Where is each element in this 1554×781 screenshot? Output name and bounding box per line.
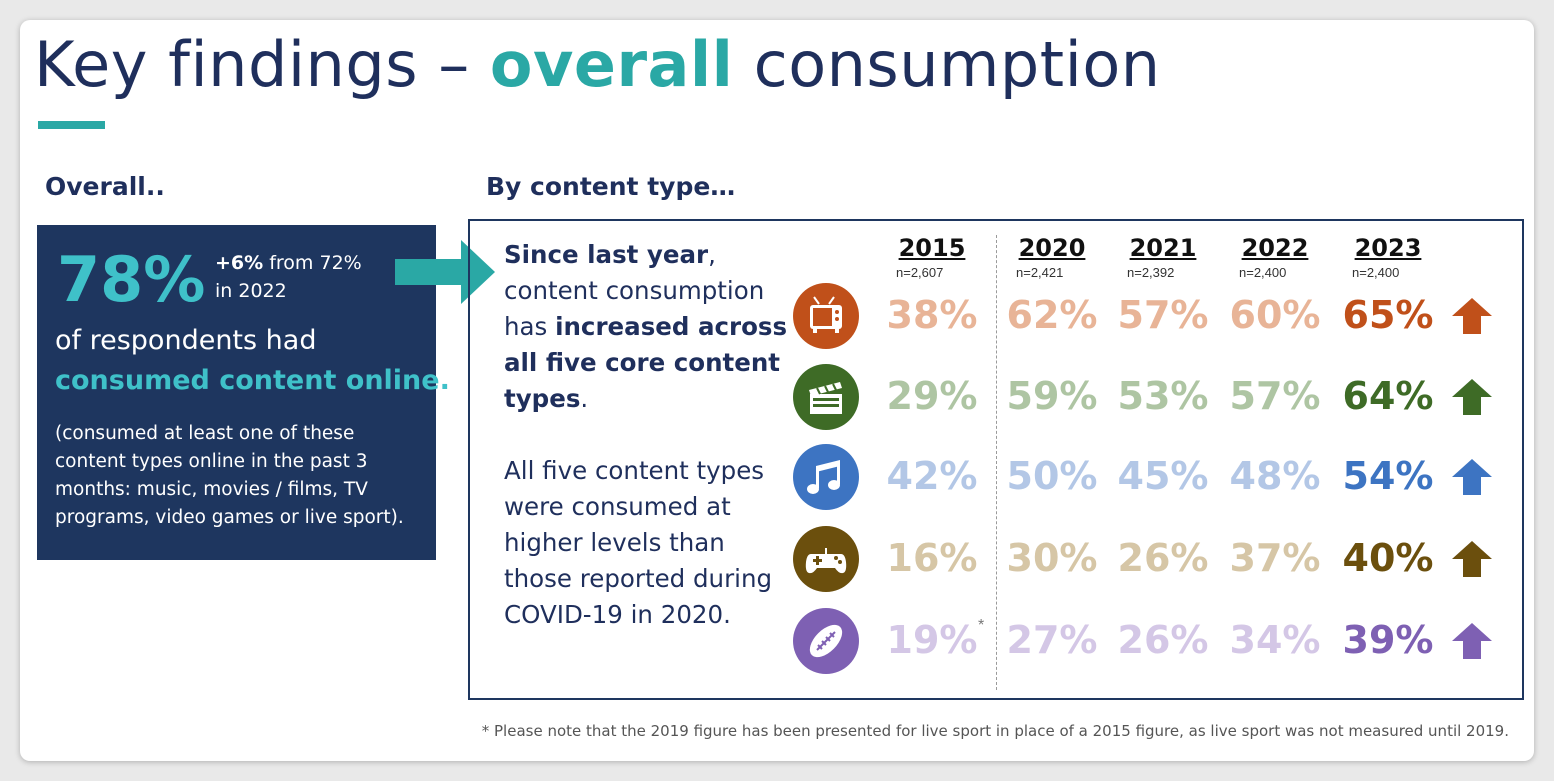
content-type-heading: By content type… <box>486 172 736 201</box>
text1-a: , content consumption has <box>504 240 765 341</box>
text1-bold-b: increased across all five core content t… <box>504 312 788 413</box>
overall-change: +6% from 72% in 2022 <box>215 249 415 305</box>
respondents-text: of respondents had consumed content onli… <box>55 321 450 401</box>
year-header-2023: 2023 n=2,400 <box>1343 234 1433 280</box>
value-cell: 42% <box>886 454 978 498</box>
respondents-line2: consumed content online. <box>55 365 450 396</box>
value-cell: 39% <box>1342 618 1434 662</box>
overall-percentage: 78% <box>57 243 206 316</box>
value-cell: 57% <box>1117 293 1209 337</box>
value-cell: 53% <box>1117 374 1209 418</box>
footnote: * Please note that the 2019 figure has b… <box>481 722 1509 740</box>
tv-icon <box>793 283 859 349</box>
arrow-up-icon <box>1452 379 1492 415</box>
overall-note: (consumed at least one of these content … <box>55 423 404 528</box>
value-cell: 48% <box>1229 454 1321 498</box>
title-underline-bar <box>38 121 105 129</box>
game-controller-icon <box>793 526 859 592</box>
sample-size: n=2,400 <box>1239 265 1287 280</box>
year-label: 2021 <box>1129 234 1197 262</box>
sample-size: n=2,392 <box>1127 265 1175 280</box>
panel-description: Since last year, content consumption has… <box>504 237 794 633</box>
value-cell: 30% <box>1006 536 1098 580</box>
text1-bold-a: Since last year <box>504 240 709 269</box>
value-cell: 26% <box>1117 618 1209 662</box>
value-cell: 60% <box>1229 293 1321 337</box>
value-cell: 54% <box>1342 454 1434 498</box>
overall-summary-box: 78% +6% from 72% in 2022 of respondents … <box>37 225 450 560</box>
panel-paragraph-1: Since last year, content consumption has… <box>504 237 794 417</box>
value-cell: 64% <box>1342 374 1434 418</box>
year-label: 2023 <box>1354 234 1422 262</box>
value-cell: 57% <box>1229 374 1321 418</box>
value-cell: 26% <box>1117 536 1209 580</box>
title-accent: overall <box>489 28 734 101</box>
value-cell: 50% <box>1006 454 1098 498</box>
change-line2: in 2022 <box>215 280 287 302</box>
change-rest: from 72% <box>263 252 362 274</box>
value-cell: 19% <box>886 618 978 662</box>
value-cell: 27% <box>1006 618 1098 662</box>
value-cell: 38% <box>886 293 978 337</box>
sample-size: n=2,400 <box>1352 265 1400 280</box>
arrow-up-icon <box>1452 298 1492 334</box>
value-cell: 65% <box>1342 293 1434 337</box>
year-divider <box>996 235 997 690</box>
value-cell: 37% <box>1229 536 1321 580</box>
panel-paragraph-2: All five content types were consumed at … <box>504 456 773 629</box>
overall-heading: Overall.. <box>45 172 165 201</box>
title-part1: Key findings – <box>34 28 490 101</box>
text1-b: . <box>580 384 589 413</box>
value-cell: 62% <box>1006 293 1098 337</box>
page-title: Key findings – overall consumption <box>34 28 1161 101</box>
music-notes-icon <box>793 444 859 510</box>
value-cell: 16% <box>886 536 978 580</box>
value-cell: 59% <box>1006 374 1098 418</box>
value-cell: 34% <box>1229 618 1321 662</box>
year-header-2022: 2022 n=2,400 <box>1230 234 1320 280</box>
year-label: 2015 <box>898 234 966 262</box>
title-part2: consumption <box>733 28 1161 101</box>
respondents-line1: of respondents had <box>55 325 317 356</box>
value-cell: 40% <box>1342 536 1434 580</box>
clapperboard-icon <box>793 364 859 430</box>
arrow-right-icon <box>395 240 495 304</box>
football-icon <box>793 608 859 674</box>
arrow-up-icon <box>1452 623 1492 659</box>
arrow-up-icon <box>1452 541 1492 577</box>
year-label: 2020 <box>1018 234 1086 262</box>
change-bold: +6% <box>215 252 264 274</box>
value-cell: 45% <box>1117 454 1209 498</box>
year-header-2015: 2015 n=2,607 <box>887 234 977 280</box>
sample-size: n=2,607 <box>896 265 944 280</box>
year-header-2020: 2020 n=2,421 <box>1007 234 1097 280</box>
content-type-panel: Since last year, content consumption has… <box>468 219 1524 700</box>
asterisk-mark: * <box>978 617 985 634</box>
arrow-up-icon <box>1452 459 1492 495</box>
sample-size: n=2,421 <box>1016 265 1064 280</box>
value-cell: 29% <box>886 374 978 418</box>
year-header-2021: 2021 n=2,392 <box>1118 234 1208 280</box>
year-label: 2022 <box>1241 234 1309 262</box>
